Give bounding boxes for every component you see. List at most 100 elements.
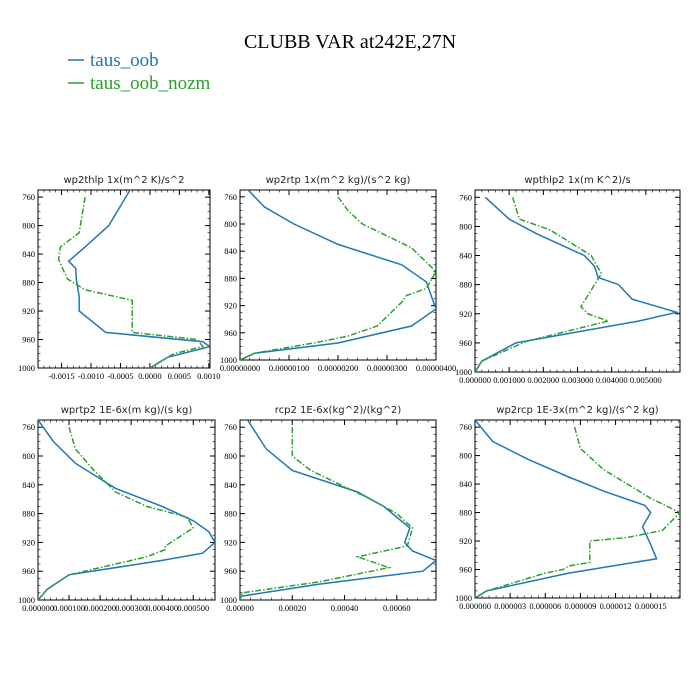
plot-frame — [239, 419, 437, 601]
y-tick-label: 920 — [22, 537, 35, 547]
x-tick-label: 0.000009 — [564, 601, 596, 611]
y-tick-label: 880 — [459, 508, 472, 518]
x-tick-label: 0.0000 — [138, 371, 161, 381]
plot-frame — [239, 189, 437, 361]
series-line-taus-oob — [67, 190, 210, 368]
x-tick-label: 0.000003 — [494, 601, 526, 611]
x-tick-label: 0.000000 — [459, 601, 491, 611]
x-tick-label: 0.0010 — [197, 371, 220, 381]
x-tick-label: 0.000012 — [600, 601, 632, 611]
x-tick-label: 0.00000200 — [318, 363, 358, 373]
y-tick-label: 840 — [459, 251, 472, 261]
x-tick-label: -0.0005 — [107, 371, 133, 381]
panel-5: rcp2 1E-6x(kg^2)/(kg^2) 0.00000 0.00020 0.0… — [220, 405, 437, 613]
y-tick-label: 1000 — [18, 595, 35, 605]
panel-1: wp2thlp 1x(m^2 K)/s^2 -0.0015 -0.0010 -0.00… — [18, 175, 221, 381]
y-tick-label: 920 — [22, 306, 35, 316]
x-tick-label: 0.005000 — [630, 375, 662, 385]
y-tick-label: 920 — [224, 537, 237, 547]
plot-frame — [37, 419, 216, 601]
x-tick-label: 0.00000300 — [367, 363, 407, 373]
panel-6: wp2rcp 1E-3x(m^2 kg)/(s^2 kg)0.000000 0.0… — [455, 405, 681, 611]
series-line-taus-oob-nozm — [57, 196, 205, 368]
series-line-taus-oob — [475, 196, 680, 372]
x-tick-label: 0.000300 — [115, 603, 147, 613]
series-line-taus-oob-nozm — [240, 196, 436, 360]
x-tick-label: -0.0010 — [78, 371, 104, 381]
x-tick-label: 0.00000100 — [269, 363, 309, 373]
y-tick-label: 1000 — [220, 355, 237, 365]
series-line-taus-oob-nozm — [240, 427, 414, 600]
panel-2: wp2rtp 1x(m^2 kg)/(s^2 kg) 0.00000000 0.00… — [220, 175, 456, 373]
y-tick-label: 920 — [224, 301, 237, 311]
x-tick-label: 0.00000400 — [416, 363, 456, 373]
panel-title: wp2rcp 1E-3x(m^2 kg)/(s^2 kg) — [496, 405, 659, 416]
panel-title: wp2rtp 1x(m^2 kg)/(s^2 kg) — [266, 175, 411, 186]
panel-title: rcp2 1E-6x(kg^2)/(kg^2) — [275, 405, 402, 416]
y-tick-label: 920 — [459, 536, 472, 546]
plot-frame — [37, 189, 211, 369]
legend-item-taus-oob-nozm: taus_oob_nozm — [68, 73, 211, 94]
y-tick-label: 1000 — [18, 363, 35, 373]
x-tick-label: 0.001000 — [493, 375, 525, 385]
panel-title: wprtp2 1E-6x(m kg)/(s kg) — [61, 405, 193, 416]
y-tick-label: 880 — [224, 273, 237, 283]
y-tick-label: 960 — [459, 338, 472, 348]
y-tick-label: 880 — [224, 509, 237, 519]
series-line-taus-oob — [38, 420, 215, 600]
y-tick-label: 760 — [22, 422, 35, 432]
x-tick-label: 0.0005 — [168, 371, 191, 381]
y-tick-label: 920 — [459, 309, 472, 319]
y-tick-label: 880 — [22, 278, 35, 288]
x-tick-label: 0.00000 — [226, 603, 254, 613]
series-line-taus-oob-nozm — [475, 197, 611, 372]
y-tick-label: 800 — [224, 451, 237, 461]
y-tick-label: 800 — [224, 219, 237, 229]
y-tick-label: 840 — [224, 246, 237, 256]
y-tick-label: 1000 — [455, 367, 472, 377]
legend-label: taus_oob — [90, 50, 159, 71]
x-tick-label: 0.000006 — [529, 601, 561, 611]
plot-frame — [474, 189, 681, 373]
y-tick-label: 960 — [459, 565, 472, 575]
panel-title: wp2thlp 1x(m^2 K)/s^2 — [63, 175, 184, 186]
panel-4: wprtp2 1E-6x(m kg)/(s kg) 0.000000 0.00010… — [18, 405, 216, 613]
series-line-taus-oob — [240, 190, 436, 360]
x-tick-label: 0.00060 — [383, 603, 411, 613]
y-tick-label: 800 — [459, 451, 472, 461]
x-tick-label: -0.0015 — [48, 371, 74, 381]
panel-title: wpthlp2 1x(m K^2)/s — [524, 175, 630, 186]
y-tick-label: 880 — [22, 509, 35, 519]
series-line-taus-oob-nozm — [38, 426, 195, 600]
y-tick-label: 840 — [22, 249, 35, 259]
y-tick-label: 760 — [224, 422, 237, 432]
x-tick-label: 0.000000 — [459, 375, 491, 385]
x-tick-label: 0.003000 — [562, 375, 594, 385]
y-tick-label: 760 — [459, 422, 472, 432]
y-tick-label: 760 — [224, 192, 237, 202]
x-tick-label: 0.00020 — [278, 603, 306, 613]
legend-label: taus_oob_nozm — [90, 73, 211, 94]
figure-title: CLUBB VAR at242E,27N — [244, 31, 456, 53]
y-tick-label: 1000 — [220, 595, 237, 605]
x-tick-label: 0.000200 — [84, 603, 116, 613]
panel-3: wpthlp2 1x(m K^2)/s 0.000000 0.001000 0.002… — [455, 175, 681, 385]
x-tick-label: 0.000015 — [635, 601, 667, 611]
y-tick-label: 800 — [459, 221, 472, 231]
y-tick-label: 1000 — [455, 593, 472, 603]
x-tick-label: 0.004000 — [596, 375, 628, 385]
x-tick-label: 0.00040 — [331, 603, 359, 613]
legend: taus_oob taus_oob_nozm — [68, 50, 211, 94]
panels: wp2thlp 1x(m^2 K)/s^2 -0.0015 -0.0010 -0.00… — [18, 175, 681, 613]
y-tick-label: 760 — [459, 192, 472, 202]
y-tick-label: 840 — [224, 480, 237, 490]
plot-frame — [474, 419, 681, 599]
y-tick-label: 960 — [22, 566, 35, 576]
legend-item-taus-oob: taus_oob — [68, 50, 159, 71]
y-tick-label: 960 — [224, 566, 237, 576]
x-tick-label: 0.002000 — [527, 375, 559, 385]
x-tick-label: 0.000100 — [53, 603, 85, 613]
series-line-taus-oob — [240, 420, 436, 600]
y-tick-label: 800 — [22, 221, 35, 231]
